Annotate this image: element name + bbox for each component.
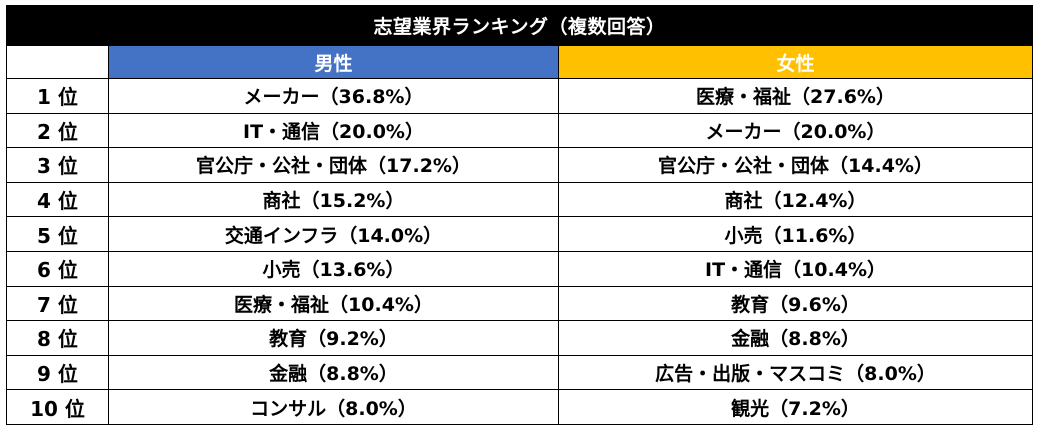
rank-cell: 4 位 — [6, 181, 109, 218]
table-row: 8 位 教育（9.2%） 金融（8.8%） — [6, 320, 1034, 356]
table-row: 1 位 メーカー（36.8%） 医療・福祉（27.6%） — [6, 78, 1034, 114]
table-row: 10 位 コンサル（8.0%） 観光（7.2%） — [6, 389, 1034, 425]
female-cell: 医療・福祉（27.6%） — [557, 78, 1034, 114]
female-cell: 広告・出版・マスコミ（8.0%） — [557, 354, 1034, 391]
male-cell: メーカー（36.8%） — [108, 78, 559, 114]
rank-cell: 10 位 — [6, 389, 109, 425]
header-row: 男性 女性 — [6, 45, 1034, 79]
rank-cell: 7 位 — [6, 285, 109, 322]
table-title: 志望業界ランキング（複数回答） — [5, 5, 1034, 46]
rank-cell: 6 位 — [6, 250, 109, 287]
table-row: 6 位 小売（13.6%） IT・通信（10.4%） — [6, 250, 1034, 287]
rank-cell: 2 位 — [6, 112, 109, 149]
female-cell: 官公庁・公社・団体（14.4%） — [557, 147, 1034, 183]
male-cell: 医療・福祉（10.4%） — [108, 285, 559, 322]
female-cell: IT・通信（10.4%） — [557, 250, 1034, 287]
female-cell: 小売（11.6%） — [557, 216, 1034, 252]
table-row: 5 位 交通インフラ（14.0%） 小売（11.6%） — [6, 216, 1034, 252]
rank-cell: 1 位 — [6, 78, 109, 114]
female-cell: 教育（9.6%） — [557, 285, 1034, 322]
rank-cell: 9 位 — [6, 354, 109, 391]
table-row: 7 位 医療・福祉（10.4%） 教育（9.6%） — [6, 285, 1034, 322]
male-header: 男性 — [108, 45, 559, 79]
table-row: 9 位 金融（8.8%） 広告・出版・マスコミ（8.0%） — [6, 354, 1034, 391]
female-cell: 商社（12.4%） — [557, 181, 1034, 218]
female-cell: 金融（8.8%） — [557, 320, 1034, 356]
male-cell: 交通インフラ（14.0%） — [108, 216, 559, 252]
female-cell: メーカー（20.0%） — [557, 112, 1034, 149]
male-cell: 商社（15.2%） — [108, 181, 559, 218]
female-header: 女性 — [557, 45, 1034, 79]
title-row: 志望業界ランキング（複数回答） — [5, 5, 1034, 46]
male-cell: 小売（13.6%） — [108, 250, 559, 287]
rank-cell: 5 位 — [6, 216, 109, 252]
table-row: 3 位 官公庁・公社・団体（17.2%） 官公庁・公社・団体（14.4%） — [6, 147, 1034, 183]
male-cell: IT・通信（20.0%） — [108, 112, 559, 149]
male-cell: 教育（9.2%） — [108, 320, 559, 356]
female-cell: 観光（7.2%） — [557, 389, 1034, 425]
rank-cell: 8 位 — [6, 320, 109, 356]
male-cell: コンサル（8.0%） — [108, 389, 559, 425]
male-cell: 金融（8.8%） — [108, 354, 559, 391]
male-cell: 官公庁・公社・団体（17.2%） — [108, 147, 559, 183]
ranking-table: 志望業界ランキング（複数回答） 男性 女性 1 位 メーカー（36.8%） 医療… — [5, 5, 1034, 425]
table-row: 2 位 IT・通信（20.0%） メーカー（20.0%） — [6, 112, 1034, 149]
rank-header — [6, 45, 109, 79]
rank-cell: 3 位 — [6, 147, 109, 183]
table-row: 4 位 商社（15.2%） 商社（12.4%） — [6, 181, 1034, 218]
